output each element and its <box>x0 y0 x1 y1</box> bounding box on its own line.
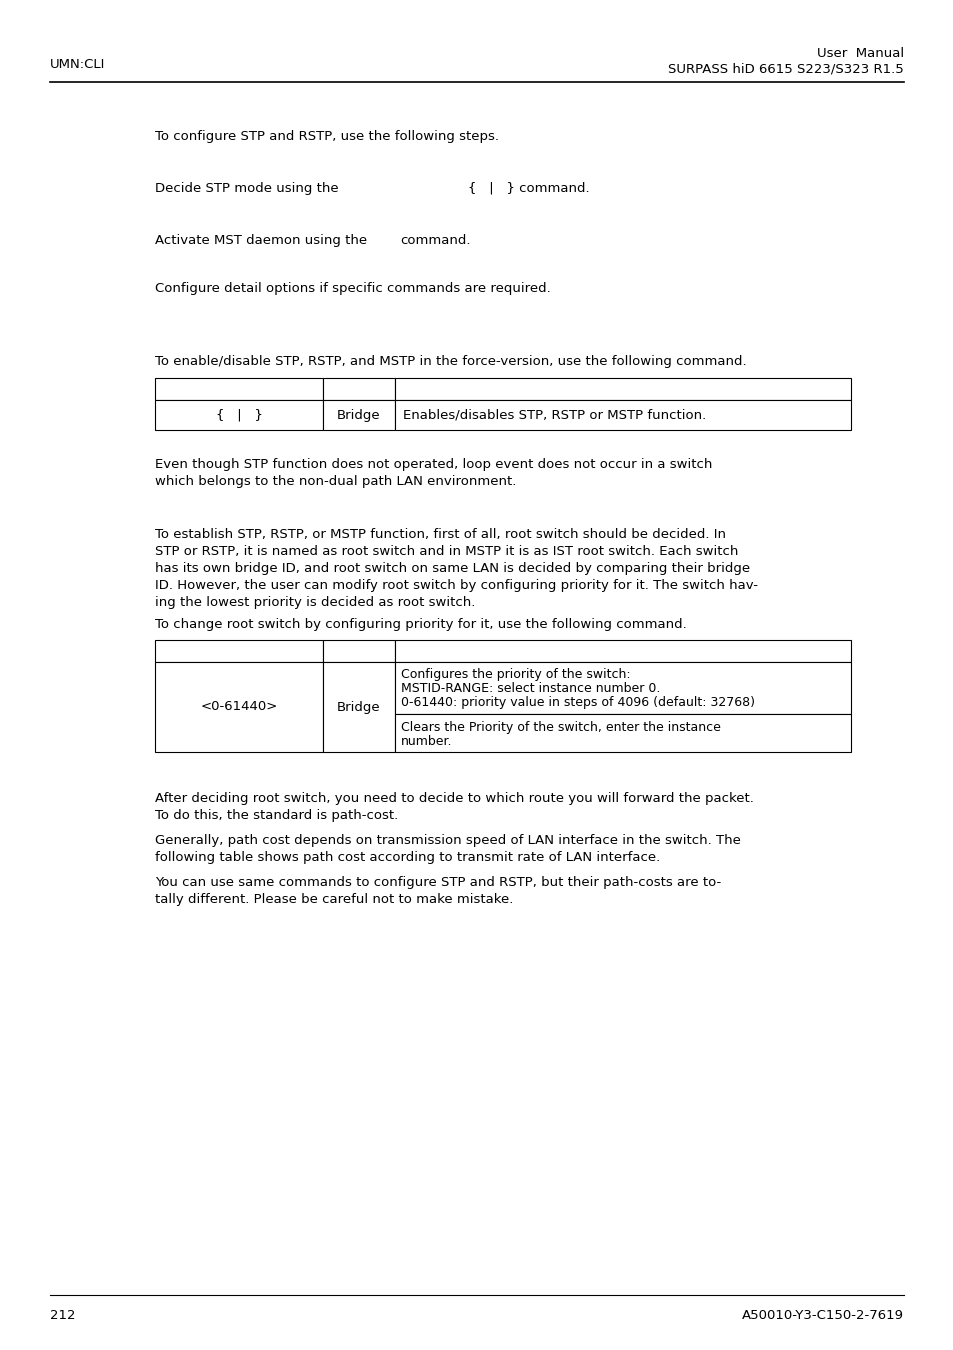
Text: number.: number. <box>400 734 452 748</box>
Bar <box>395 400 850 431</box>
Bar <box>323 662 395 752</box>
Text: {   |   }: { | } <box>215 409 262 421</box>
Text: has its own bridge ID, and root switch on same LAN is decided by comparing their: has its own bridge ID, and root switch o… <box>154 562 749 575</box>
Text: 212: 212 <box>50 1310 75 1322</box>
Text: 0-61440: priority value in steps of 4096 (default: 32768): 0-61440: priority value in steps of 4096… <box>400 697 754 709</box>
Text: ing the lowest priority is decided as root switch.: ing the lowest priority is decided as ro… <box>154 595 475 609</box>
Text: Even though STP function does not operated, loop event does not occur in a switc: Even though STP function does not operat… <box>154 458 712 471</box>
Bar <box>154 640 323 662</box>
Text: Configure detail options if specific commands are required.: Configure detail options if specific com… <box>154 282 550 296</box>
Text: {   |   } command.: { | } command. <box>468 182 589 194</box>
Bar <box>323 378 395 400</box>
Text: UMN:CLI: UMN:CLI <box>50 58 105 72</box>
Text: To do this, the standard is path-cost.: To do this, the standard is path-cost. <box>154 809 397 822</box>
Bar <box>395 662 850 714</box>
Text: tally different. Please be careful not to make mistake.: tally different. Please be careful not t… <box>154 892 513 906</box>
Text: To establish STP, RSTP, or MSTP function, first of all, root switch should be de: To establish STP, RSTP, or MSTP function… <box>154 528 725 541</box>
Text: A50010-Y3-C150-2-7619: A50010-Y3-C150-2-7619 <box>741 1310 903 1322</box>
Bar <box>154 378 323 400</box>
Text: Decide STP mode using the: Decide STP mode using the <box>154 182 338 194</box>
Bar <box>395 640 850 662</box>
Text: User  Manual: User Manual <box>816 47 903 59</box>
Text: Activate MST daemon using the: Activate MST daemon using the <box>154 234 367 247</box>
Text: STP or RSTP, it is named as root switch and in MSTP it is as IST root switch. Ea: STP or RSTP, it is named as root switch … <box>154 545 738 558</box>
Text: To configure STP and RSTP, use the following steps.: To configure STP and RSTP, use the follo… <box>154 130 498 143</box>
Bar <box>154 400 323 431</box>
Text: command.: command. <box>399 234 470 247</box>
Text: <0-61440>: <0-61440> <box>200 701 277 714</box>
Bar <box>323 640 395 662</box>
Text: Clears the Priority of the switch, enter the instance: Clears the Priority of the switch, enter… <box>400 721 720 734</box>
Text: following table shows path cost according to transmit rate of LAN interface.: following table shows path cost accordin… <box>154 850 659 864</box>
Text: Bridge: Bridge <box>336 409 380 421</box>
Text: Generally, path cost depends on transmission speed of LAN interface in the switc: Generally, path cost depends on transmis… <box>154 834 740 846</box>
Text: To enable/disable STP, RSTP, and MSTP in the force-version, use the following co: To enable/disable STP, RSTP, and MSTP in… <box>154 355 746 369</box>
Text: Enables/disables STP, RSTP or MSTP function.: Enables/disables STP, RSTP or MSTP funct… <box>402 409 705 421</box>
Text: After deciding root switch, you need to decide to which route you will forward t: After deciding root switch, you need to … <box>154 792 753 805</box>
Bar <box>395 378 850 400</box>
Text: To change root switch by configuring priority for it, use the following command.: To change root switch by configuring pri… <box>154 618 686 630</box>
Text: MSTID-RANGE: select instance number 0.: MSTID-RANGE: select instance number 0. <box>400 682 659 695</box>
Text: SURPASS hiD 6615 S223/S323 R1.5: SURPASS hiD 6615 S223/S323 R1.5 <box>667 63 903 76</box>
Text: Configures the priority of the switch:: Configures the priority of the switch: <box>400 668 630 680</box>
Bar <box>154 662 323 752</box>
Bar <box>395 714 850 752</box>
Bar <box>323 400 395 431</box>
Text: which belongs to the non-dual path LAN environment.: which belongs to the non-dual path LAN e… <box>154 475 516 487</box>
Text: You can use same commands to configure STP and RSTP, but their path-costs are to: You can use same commands to configure S… <box>154 876 720 890</box>
Text: Bridge: Bridge <box>336 701 380 714</box>
Text: ID. However, the user can modify root switch by configuring priority for it. The: ID. However, the user can modify root sw… <box>154 579 758 593</box>
